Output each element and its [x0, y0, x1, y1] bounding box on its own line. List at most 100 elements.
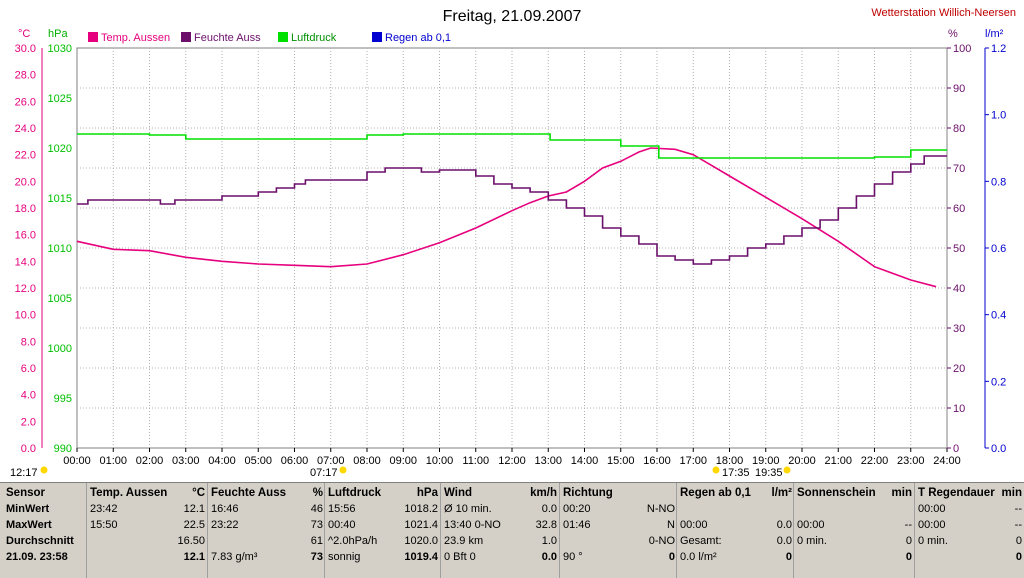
x-tick-label: 23:00 [897, 455, 925, 467]
humidity-tick-label: 0 [953, 443, 959, 455]
column-header: T Regendauer [918, 487, 995, 499]
column-header: Regen ab 0,1 [680, 487, 751, 499]
cell-label: 13:40 0-NO [444, 519, 501, 531]
stat-column: Richtung 00:20 N-NO 01:46 N 0-NO 90 ° 0 [563, 485, 675, 575]
x-tick-label: 21:00 [824, 455, 852, 467]
cell-label: 15:50 [90, 519, 118, 531]
column-separator [559, 483, 560, 578]
legend-swatch [372, 32, 382, 42]
temp-tick-label: 20.0 [15, 176, 36, 188]
cell-value: 16.50 [177, 535, 205, 547]
rain-tick-label: 0.8 [991, 176, 1006, 188]
cell-value: 12.1 [183, 503, 205, 515]
x-tick-label: 08:00 [353, 455, 381, 467]
humidity-tick-label: 20 [953, 363, 965, 375]
legend-label: Feuchte Auss [194, 32, 261, 44]
column-unit: hPa [416, 487, 438, 499]
x-tick-label: 07:00 [317, 455, 345, 467]
legend-swatch [88, 32, 98, 42]
humidity-tick-label: 70 [953, 163, 965, 175]
cell-label: 0 Bft 0 [444, 551, 476, 563]
cell-label: 23:42 [90, 503, 118, 515]
pressure-tick-label: 1000 [48, 343, 72, 355]
cell-value: -- [904, 519, 912, 531]
cell-label: Gesamt: [680, 535, 722, 547]
rain-unit-label: l/m² [985, 28, 1004, 40]
x-tick-label: 13:00 [534, 455, 562, 467]
stat-column: Feuchte Auss% 16:46 46 23:22 73 61 7.83 g/m³ 73 [211, 485, 323, 575]
column-separator [676, 483, 677, 578]
rain-tick-label: 1.0 [991, 110, 1006, 122]
cell-label: 0.0 l/m² [680, 551, 717, 563]
cell-value: 0 [905, 535, 912, 547]
column-separator [86, 483, 87, 578]
humidity-tick-label: 50 [953, 243, 965, 255]
column-header: Wind [444, 487, 472, 499]
pressure-unit-label: hPa [48, 28, 68, 40]
column-unit: km/h [530, 487, 557, 499]
cell-label: 00:00 [797, 519, 825, 531]
series-line-humidity [77, 155, 947, 265]
sunrise-icon [339, 466, 347, 474]
cell-value: 0 [1015, 535, 1022, 547]
cell-value: 0 [905, 551, 912, 563]
cell-value: 0-NO [648, 535, 675, 547]
x-tick-label: 11:00 [462, 455, 489, 467]
cell-value: 61 [310, 535, 323, 547]
temp-tick-label: 6.0 [21, 363, 36, 375]
grid-lines [77, 48, 947, 448]
pressure-tick-label: 1030 [48, 43, 72, 55]
x-tick-label: 09:00 [389, 455, 417, 467]
cell-label: 16:46 [211, 503, 239, 515]
rain-tick-label: 0.2 [991, 376, 1006, 388]
sun-left-time: 12:17 [10, 467, 38, 479]
humidity-tick-label: 10 [953, 403, 965, 415]
rain-tick-label: 1.2 [991, 43, 1006, 55]
x-tick-label: 03:00 [172, 455, 200, 467]
x-tick-label: 01:00 [99, 455, 127, 467]
temp-tick-label: 24.0 [15, 123, 36, 135]
x-tick-label: 18:00 [716, 455, 744, 467]
humidity-tick-label: 100 [953, 43, 971, 55]
row-label-min: MinWert [6, 503, 50, 515]
column-unit: l/m² [771, 487, 792, 499]
cell-label: 23.9 km [444, 535, 484, 547]
legend-label: Regen ab 0,1 [385, 32, 451, 44]
column-unit: min [1001, 487, 1022, 499]
cell-label: 01:46 [563, 519, 591, 531]
cell-value: 0.0 [776, 519, 792, 531]
column-separator [440, 483, 441, 578]
legend-swatch [278, 32, 288, 42]
row-label-sensor: Sensor [6, 487, 45, 499]
x-tick-label: 17:00 [679, 455, 707, 467]
sunset-time: 19:35 [755, 467, 783, 479]
cell-value: -- [1014, 519, 1022, 531]
stat-column: T Regendauer min 00:00 -- 00:00 -- 0 min. 0 0 [918, 485, 1022, 575]
cell-value: 0 [785, 551, 792, 563]
temp-tick-label: 18.0 [15, 203, 36, 215]
cell-value: 0.0 [541, 551, 557, 563]
humidity-tick-label: 60 [953, 203, 965, 215]
humidity-unit-label: % [948, 28, 958, 40]
cell-value: -- [1014, 503, 1022, 515]
sun-left-icon [40, 466, 48, 474]
cell-value: 0 [668, 551, 675, 563]
column-header: Richtung [563, 487, 613, 499]
legend-swatch [181, 32, 191, 42]
column-header: Sonnenschein [797, 487, 876, 499]
x-tick-label: 12:00 [498, 455, 526, 467]
cell-label: 7.83 g/m³ [211, 551, 258, 563]
series-line-temp [76, 147, 937, 288]
cell-label: 0 min. [797, 535, 827, 547]
axis-ticks: 00:00 01:00 02:00 03:00 04:00 05:00 06:00 07:00… [15, 43, 1007, 467]
cell-value: 32.8 [535, 519, 557, 531]
cell-value: 0.0 [541, 503, 557, 515]
row-label-max: MaxWert [6, 519, 52, 531]
pressure-tick-label: 990 [54, 443, 72, 455]
humidity-tick-label: 40 [953, 283, 965, 295]
humidity-tick-label: 80 [953, 123, 965, 135]
column-header: Luftdruck [328, 487, 382, 499]
temp-unit-label: °C [18, 28, 30, 40]
column-unit: °C [192, 487, 205, 499]
temp-tick-label: 22.0 [15, 150, 36, 162]
